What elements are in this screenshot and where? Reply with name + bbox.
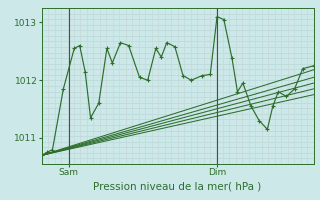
X-axis label: Pression niveau de la mer( hPa ): Pression niveau de la mer( hPa ) [93,181,262,191]
